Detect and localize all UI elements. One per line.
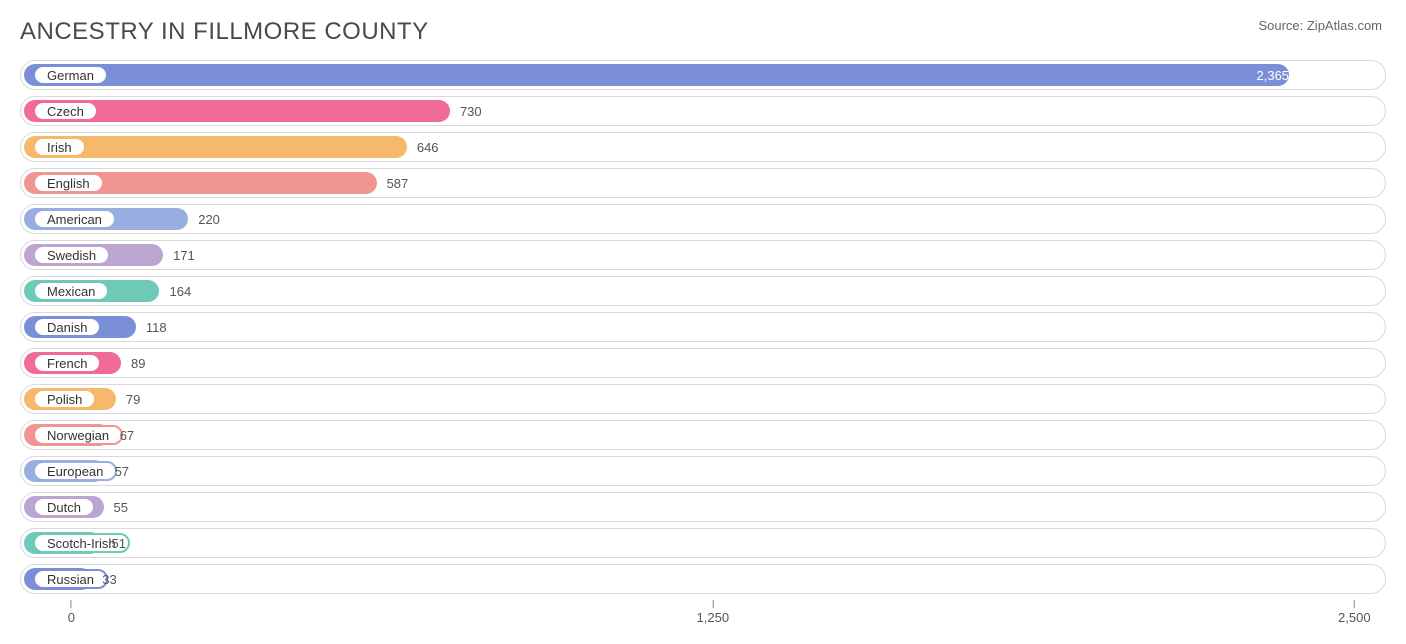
value-label: 33 (102, 565, 116, 593)
axis-tick: 2,500 (1338, 600, 1371, 625)
bar-row: Scotch-Irish51 (20, 528, 1386, 558)
category-pill: Russian (33, 569, 108, 589)
category-pill: Mexican (33, 281, 109, 301)
bar-row: American 220 (20, 204, 1386, 234)
category-pill: Swedish (33, 245, 110, 265)
bar-row: Irish 646 (20, 132, 1386, 162)
category-pill: Dutch (33, 497, 95, 517)
axis-tick: 1,250 (697, 600, 730, 625)
category-pill: European (33, 461, 117, 481)
category-pill: American (33, 209, 116, 229)
bar-row: English 587 (20, 168, 1386, 198)
chart-area: German2,365 Czech 730 Irish 646 English 587 Ame… (0, 54, 1406, 630)
value-label: 220 (198, 205, 220, 233)
x-axis: 0 1,250 2,500 (20, 600, 1386, 630)
value-label: 646 (417, 133, 439, 161)
tick-label: 1,250 (697, 610, 730, 625)
value-label: 2,365 (24, 61, 1289, 89)
value-label: 587 (387, 169, 409, 197)
value-label: 67 (120, 421, 134, 449)
category-pill: French (33, 353, 101, 373)
bar-row: Dutch 55 (20, 492, 1386, 522)
bar-row: European57 (20, 456, 1386, 486)
value-label: 164 (169, 277, 191, 305)
value-label: 730 (460, 97, 482, 125)
category-pill: Irish (33, 137, 86, 157)
category-pill: Norwegian (33, 425, 123, 445)
value-label: 57 (115, 457, 129, 485)
bar-row: Mexican 164 (20, 276, 1386, 306)
category-pill: Danish (33, 317, 101, 337)
value-label: 171 (173, 241, 195, 269)
bar-row: French 89 (20, 348, 1386, 378)
bar-row: German2,365 (20, 60, 1386, 90)
tick-mark (71, 600, 72, 608)
category-pill: English (33, 173, 104, 193)
value-label: 118 (146, 313, 167, 341)
tick-label: 2,500 (1338, 610, 1371, 625)
value-label: 79 (126, 385, 140, 413)
tick-label: 0 (68, 610, 75, 625)
bar-row: Czech 730 (20, 96, 1386, 126)
bar-row: Russian33 (20, 564, 1386, 594)
value-label: 51 (111, 529, 125, 557)
bar-row: Danish 118 (20, 312, 1386, 342)
bar-row: Swedish 171 (20, 240, 1386, 270)
bar-row: Polish 79 (20, 384, 1386, 414)
chart-header: ANCESTRY IN FILLMORE COUNTY Source: ZipA… (0, 0, 1406, 54)
value-label: 55 (114, 493, 128, 521)
category-pill: Polish (33, 389, 96, 409)
tick-mark (712, 600, 713, 608)
bar-row: Norwegian67 (20, 420, 1386, 450)
tick-mark (1354, 600, 1355, 608)
axis-tick: 0 (68, 600, 75, 625)
chart-source: Source: ZipAtlas.com (1258, 18, 1382, 33)
chart-title: ANCESTRY IN FILLMORE COUNTY (20, 18, 429, 46)
category-pill: Czech (33, 101, 98, 121)
value-label: 89 (131, 349, 145, 377)
